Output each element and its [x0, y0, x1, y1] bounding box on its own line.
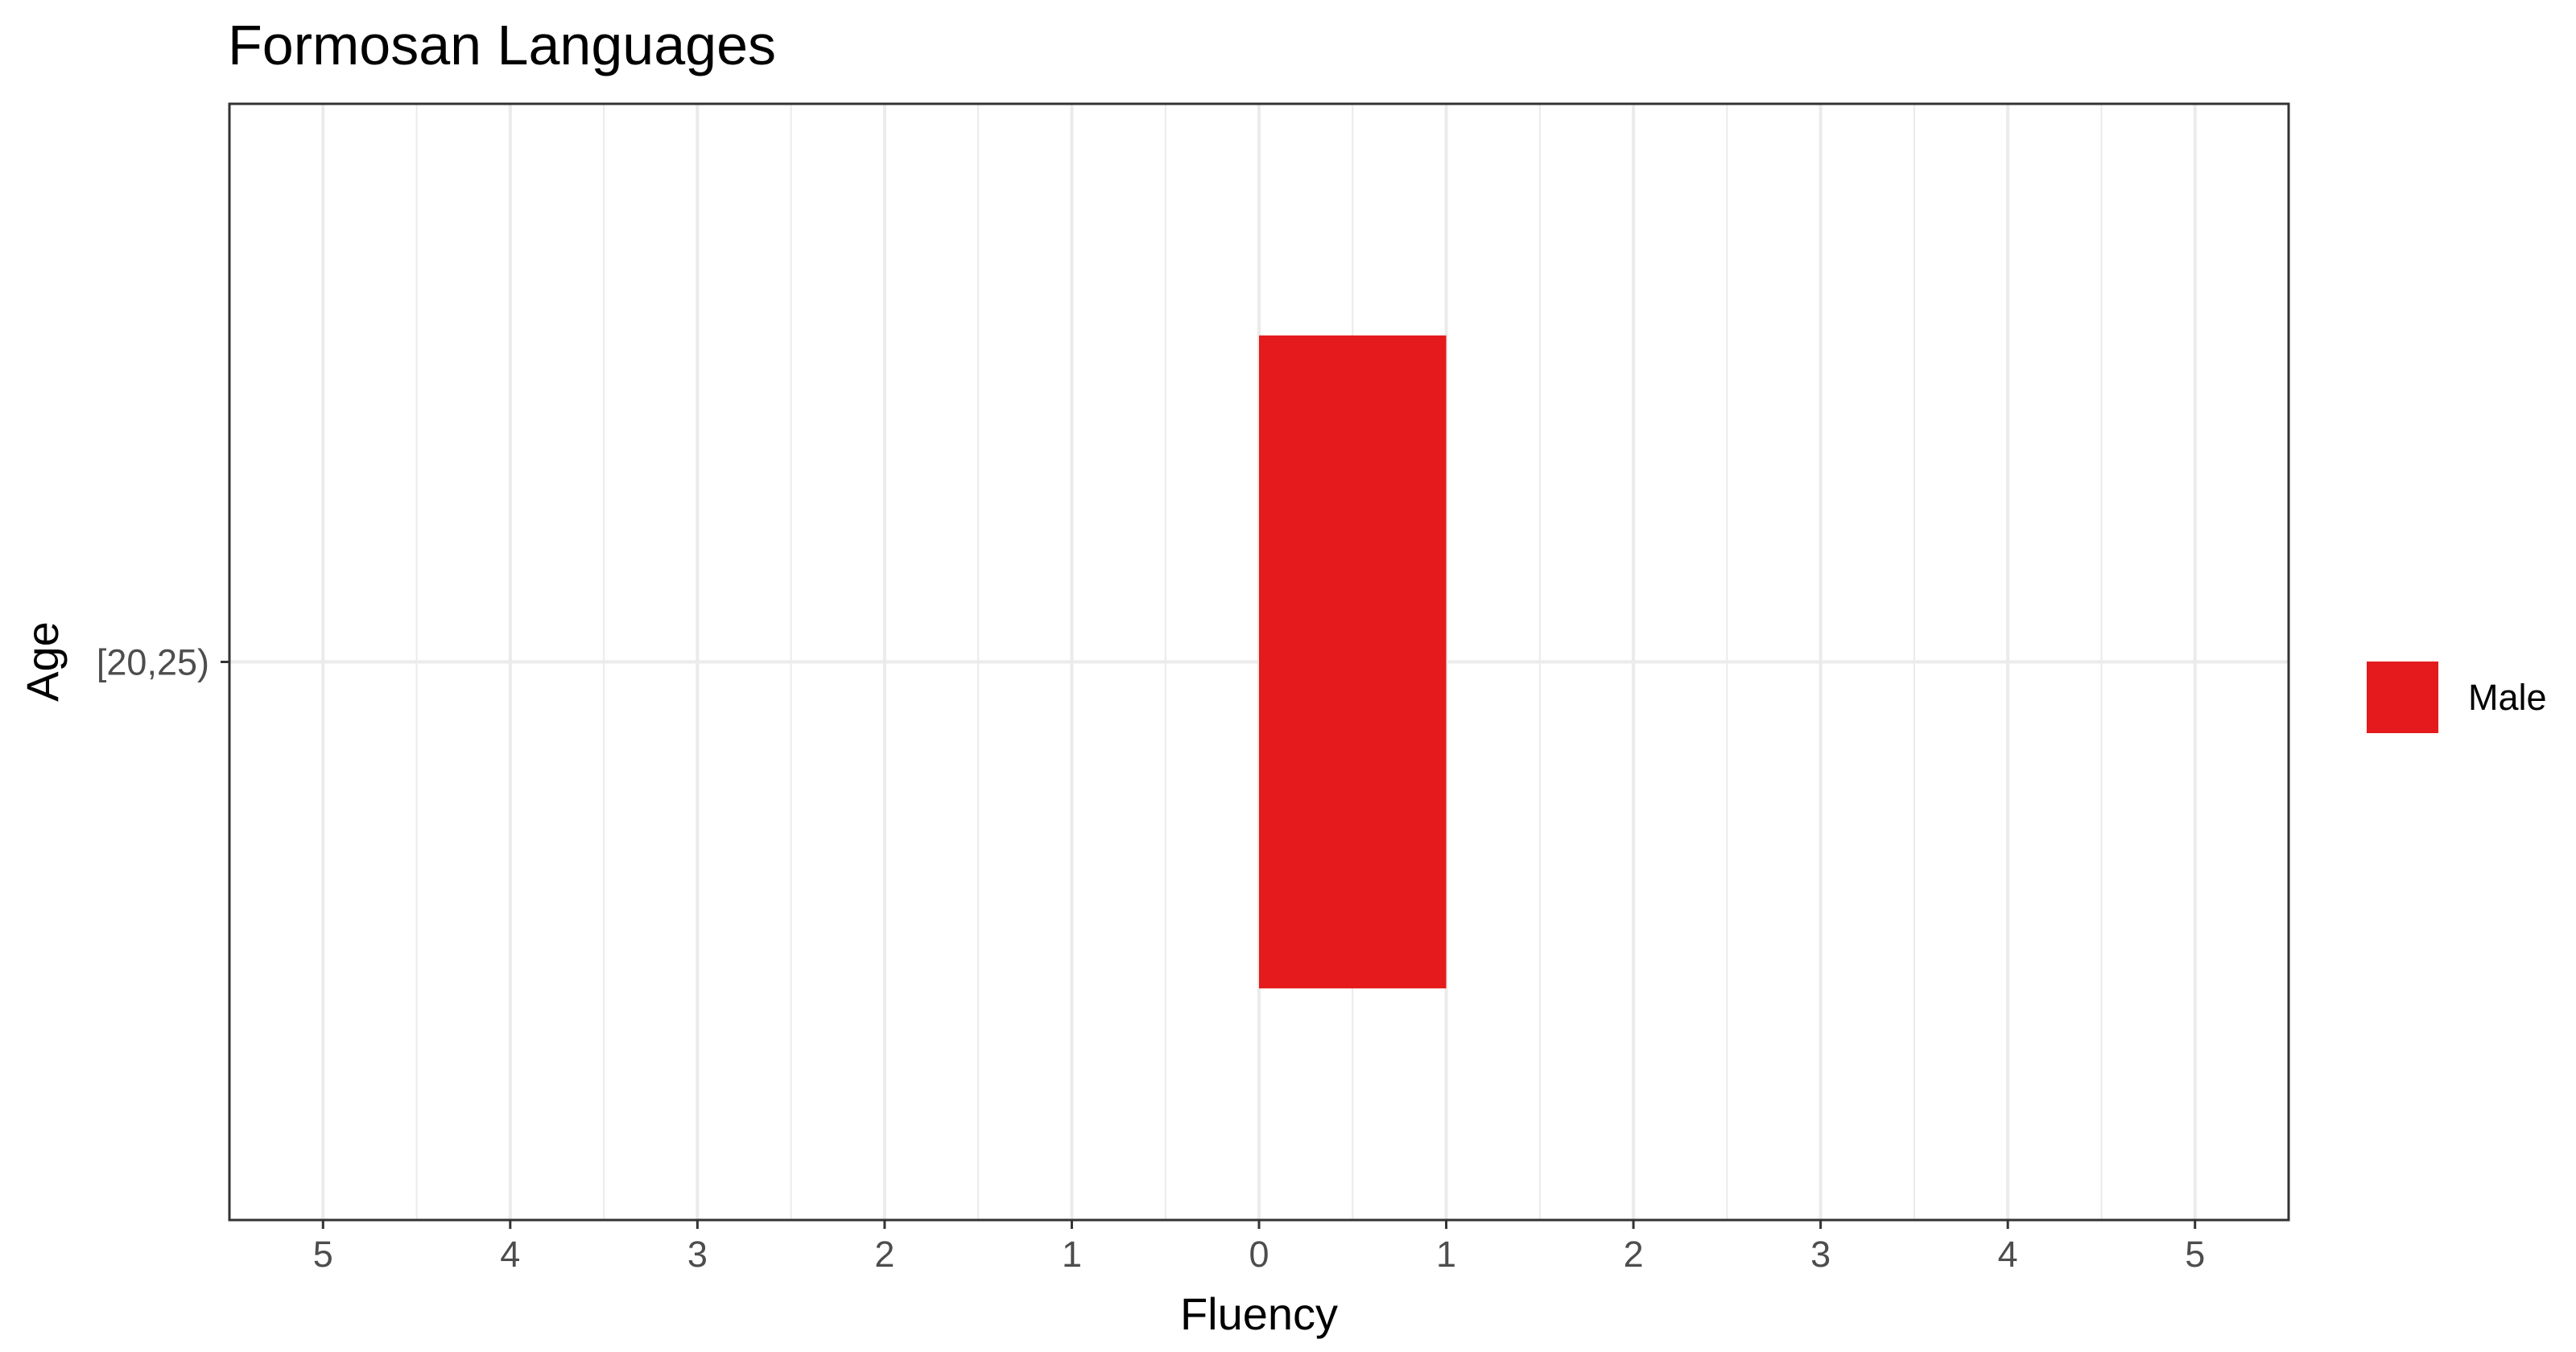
x-tick-label: 5: [313, 1234, 333, 1275]
x-axis-title: Fluency: [1180, 1288, 1338, 1339]
x-tick-label: 1: [1436, 1234, 1456, 1275]
x-tick-label: 1: [1062, 1234, 1082, 1275]
legend: Male: [2367, 662, 2547, 733]
x-tick-label: 4: [500, 1234, 520, 1275]
y-tick-label: [20,25): [97, 642, 209, 683]
x-tick-label: 2: [874, 1234, 894, 1275]
x-tick-label: 2: [1624, 1234, 1644, 1275]
x-tick-label: 3: [1810, 1234, 1831, 1275]
x-tick-label: 3: [687, 1234, 708, 1275]
x-axis-ticks: 5 4 3 2 1 0 1 2 3 4 5: [313, 1220, 2205, 1275]
x-tick-label: 5: [2185, 1234, 2205, 1275]
legend-key-male: [2367, 662, 2438, 733]
chart-title: Formosan Languages: [228, 14, 776, 76]
bars: [1259, 335, 1447, 989]
x-tick-label: 4: [1998, 1234, 2018, 1275]
y-axis-ticks: [20,25): [97, 642, 229, 683]
bar-male: [1259, 335, 1447, 989]
y-axis-title: Age: [17, 621, 68, 702]
legend-label-male: Male: [2468, 677, 2547, 718]
x-tick-label: 0: [1249, 1234, 1269, 1275]
